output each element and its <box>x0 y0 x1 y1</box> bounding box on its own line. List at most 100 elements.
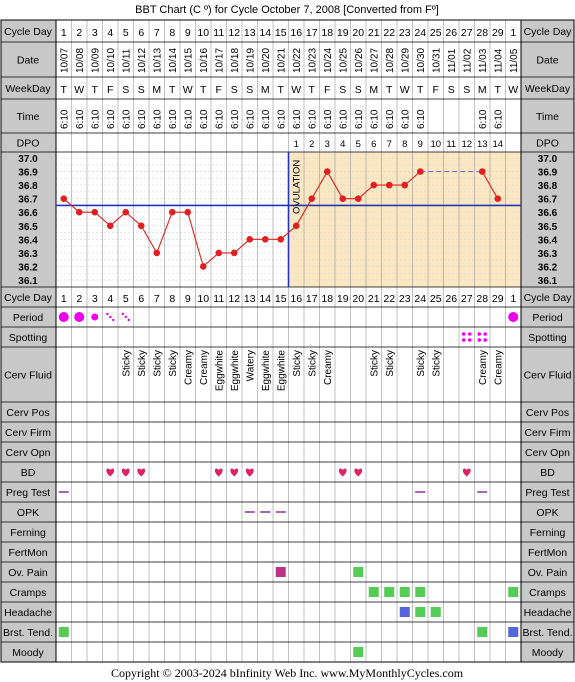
row-label-right: FertMon <box>528 547 567 559</box>
date-label: 10/15 <box>183 48 194 73</box>
date-label: 10/13 <box>152 48 163 73</box>
period-heavy-dot <box>508 312 519 322</box>
weekday-letter: S <box>246 84 253 96</box>
cycle-day-number-lower: 15 <box>275 293 287 305</box>
bd-heart-icon <box>106 468 115 477</box>
row-label-left: Brst. Tend. <box>3 627 53 639</box>
time-label: 6:10 <box>90 109 101 129</box>
label-cell-right <box>521 307 574 327</box>
cycle-day-number-lower: 23 <box>399 293 411 305</box>
cerv-fluid-label: Eggwhite <box>276 350 287 392</box>
cycle-day-number: 3 <box>92 27 98 39</box>
time-label: 6:10 <box>338 109 349 129</box>
weekday-letter: T <box>92 84 99 96</box>
bd-heart-icon <box>462 468 471 477</box>
dpo-number: 7 <box>387 139 392 150</box>
cell-text: 37.0 37.0 36.9 36.9 36.8 36.8 36.7 36.7 36.6 36.6… <box>3 26 573 659</box>
time-label: 6:10 <box>416 109 427 129</box>
time-label: 6:10 <box>245 109 256 129</box>
dpo-number: 4 <box>340 139 345 150</box>
headache-symptom-box <box>399 607 410 617</box>
date-label: 10/29 <box>400 48 411 73</box>
label-cell-left <box>1 327 56 347</box>
y-tick-label-left: 37.0 <box>18 154 38 165</box>
brst-tend-symptom-box <box>58 627 69 637</box>
row-label-left: BD <box>21 467 36 479</box>
date-label: 10/07 <box>59 48 70 73</box>
period-heavy-dot <box>58 312 69 322</box>
cycle-day-number-lower: 27 <box>461 293 473 305</box>
temperature-point <box>230 249 238 257</box>
label-cell-right <box>521 402 574 422</box>
y-tick-label-right: 37.0 <box>538 154 558 165</box>
cycle-day-number-lower: 29 <box>492 293 504 305</box>
weekday-letter: M <box>261 84 270 96</box>
cycle-day-number: 9 <box>185 27 191 39</box>
date-label: 11/04 <box>493 48 504 73</box>
label-cell-right <box>521 482 574 502</box>
cycle-day-number-lower: 20 <box>352 293 364 305</box>
cycle-day-number: 17 <box>306 27 318 39</box>
date-label: 10/22 <box>292 48 303 73</box>
cycle-day-number-lower: 7 <box>154 293 160 305</box>
time-label: 6:10 <box>214 109 225 129</box>
cycle-day-number-lower: 12 <box>228 293 240 305</box>
row-label-right: OPK <box>536 507 558 519</box>
cycle-day-number: 22 <box>383 27 395 39</box>
bd-heart-icon <box>230 468 239 477</box>
row-label-right: Period <box>532 312 563 324</box>
time-label: 6:10 <box>106 109 117 129</box>
date-label: 10/09 <box>90 48 101 73</box>
period-spot-dot <box>124 315 127 319</box>
label-cell-right <box>521 133 574 152</box>
cerv-fluid-label: Creamy <box>323 350 334 385</box>
dpo-number: 11 <box>446 139 456 150</box>
y-tick-label-right: 36.6 <box>538 208 558 219</box>
spotting-dot <box>461 338 466 342</box>
row-label-right: DPO <box>536 138 559 150</box>
date-label: 10/21 <box>276 48 287 73</box>
label-cell-left <box>1 307 56 327</box>
cycle-day-number-lower: 28 <box>476 293 488 305</box>
time-label: 6:10 <box>121 109 132 129</box>
temperature-point <box>168 208 176 216</box>
dpo-number: 2 <box>309 139 314 150</box>
row-label-right: Time <box>536 111 559 123</box>
period-spot-dot <box>112 318 115 322</box>
weekday-letter: T <box>200 84 207 96</box>
cerv-fluid-label: Creamy <box>199 350 210 385</box>
row-label-right: Preg Test <box>525 487 569 499</box>
spotting-dot <box>467 332 472 336</box>
cycle-day-number: 24 <box>414 27 426 39</box>
time-label: 6:10 <box>75 109 86 129</box>
weekday-letter: F <box>433 84 439 96</box>
label-cell-left <box>1 582 56 602</box>
row-label-right: Date <box>536 55 558 67</box>
temperature-point <box>122 208 130 216</box>
row-label-left: Cerv Firm <box>5 427 51 439</box>
row-label-right: Headache <box>524 607 572 619</box>
spotting-dot <box>483 338 488 342</box>
cycle-day-number-lower: 16 <box>290 293 302 305</box>
label-cell-left <box>1 422 56 442</box>
label-cell-left <box>1 42 56 77</box>
weekday-letter: M <box>369 84 378 96</box>
cycle-day-number: 15 <box>275 27 287 39</box>
cycle-day-number-lower: 24 <box>414 293 426 305</box>
row-label-right: WeekDay <box>525 83 571 95</box>
label-cell-right <box>521 327 574 347</box>
y-tick-label-left: 36.6 <box>18 208 38 219</box>
date-label: 10/30 <box>416 48 427 73</box>
label-cell-left <box>1 542 56 562</box>
weekday-letter: T <box>495 84 502 96</box>
row-label-left: Date <box>17 55 39 67</box>
label-cell-left <box>1 502 56 522</box>
date-label: 11/01 <box>447 48 458 73</box>
weekday-letter: W <box>400 84 410 96</box>
date-label: 10/10 <box>106 48 117 73</box>
row-label-left: Cramps <box>10 587 47 599</box>
cycle-day-number-lower: 21 <box>368 293 380 305</box>
weekday-letter: F <box>324 84 330 96</box>
cerv-fluid-label: Sticky <box>416 350 427 377</box>
